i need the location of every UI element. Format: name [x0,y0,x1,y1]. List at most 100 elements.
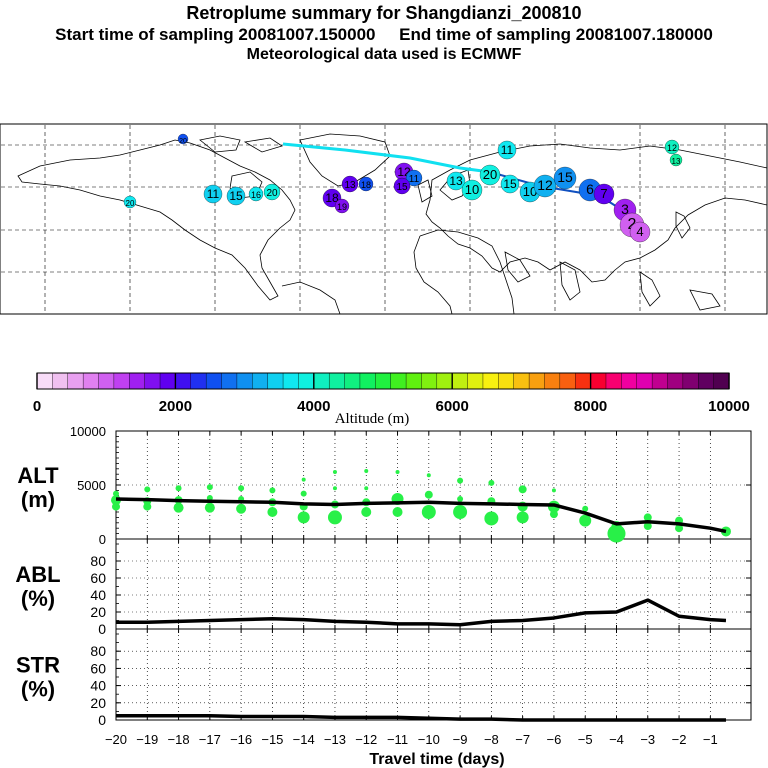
map-frame [0,123,768,315]
panel-title: STR [16,653,60,678]
plume-marker [497,140,517,160]
alt-scatter-point [113,490,119,497]
alt-scatter-point [457,496,464,503]
time-series-panels: 0500010000ALT(m)020406080ABL(%)020406080… [15,424,752,768]
plume-marker-label: 20 [126,199,135,208]
colorbar-swatch [651,372,669,390]
colorbar-swatch [528,372,546,390]
x-tick-label: −18 [168,732,190,747]
colorbar-label: Altitude (m) [335,411,410,427]
y-tick-label: 80 [90,553,106,569]
alt-scatter-point [675,524,684,533]
plume-marker-label: 13 [672,157,681,166]
colorbar-swatch [390,372,407,390]
y-tick-label: 20 [90,604,106,620]
x-tick-label: −10 [418,732,440,747]
met-data-label: Meteorological data used is ECMWF [246,46,522,63]
colorbar-swatch [344,372,361,390]
colorbar-tick-label: 4000 [297,398,330,415]
plume-marker-label: 10 [523,184,537,199]
plume-marker-label: 10 [465,182,479,197]
plume-marker-label: 16 [251,190,261,200]
alt-scatter-point [173,502,184,513]
colorbar-swatch [175,372,192,390]
x-tick-label: −11 [387,732,408,747]
plume-marker [226,186,246,206]
panel-unit: (%) [21,586,55,611]
panel-title: ABL [15,562,60,587]
plume-marker-label: 18 [361,180,371,190]
plume-marker-label: 11 [207,187,220,201]
plume-marker-label: 15 [503,177,517,191]
plume-marker [593,183,615,205]
x-tick-label: −6 [547,732,562,747]
alt-scatter-point [361,507,372,517]
x-tick-label: −15 [261,732,283,747]
alt-scatter-point [300,490,307,497]
colorbar-tick-label: 8000 [574,398,607,415]
plume-marker-label: 18 [325,191,339,205]
alt-mean-line [115,497,727,534]
alt-scatter-point [582,505,589,512]
end-time-label: End time of sampling 20081007.180000 [399,25,713,44]
y-tick-label: 10000 [70,424,106,439]
alt-scatter-point [457,477,464,484]
plume-marker [461,179,483,201]
colorbar-swatch [36,372,53,390]
alt-scatter-point [488,479,495,486]
colorbar-swatch [467,372,484,390]
colorbar-swatch [559,372,576,390]
alt-scatter-point [643,513,652,522]
panel-unit: (%) [21,677,55,702]
colorbar-swatch [159,372,176,390]
plume-marker [629,221,651,243]
coast-south-america [281,281,341,315]
alt-scatter-point [204,502,215,513]
x-tick-label: −7 [515,732,530,747]
colorbar-swatch [282,372,300,390]
alt-scatter-point [144,486,151,493]
x-tick-label: −12 [355,732,377,747]
coast-se-asia [639,271,721,311]
plume-marker [263,183,281,201]
x-tick-label: −2 [672,732,687,747]
x-tick-label: −19 [136,732,158,747]
alt-scatter-point [332,486,337,491]
x-tick-label: −13 [324,732,346,747]
colorbar-swatch [667,372,684,390]
alt-scatter-point [607,524,626,543]
alt-scatter-point [238,485,245,492]
colorbar-swatch [205,372,223,390]
plume-marker [446,171,466,191]
colorbar-swatch [328,372,346,390]
plume-marker-label: 11 [501,143,514,157]
plume-marker-label: 13 [449,174,463,188]
plume-marker [664,139,680,155]
plume-marker-label: 20 [179,138,187,145]
plume-marker [123,195,137,209]
colorbar-swatch [52,372,69,390]
colorbar-swatch [129,372,146,390]
colorbar-swatch [405,372,423,390]
colorbar-swatch [636,372,653,390]
alt-scatter-point [112,502,120,511]
colorbar-swatch [252,372,269,390]
alt-scatter-point [392,507,403,517]
alt-scatter-point [421,505,436,519]
colorbar-swatch [575,372,592,390]
y-tick-label: 0 [98,621,106,637]
coast-eurasia [425,143,768,283]
alt-scatter-point [206,484,213,491]
y-tick-label: 0 [98,712,106,728]
colorbar-swatch [513,372,530,390]
plume-marker-label: 4 [636,224,643,239]
colorbar-swatch [436,372,453,390]
plume-marker-label: 12 [667,143,677,153]
colorbar-swatch [82,372,100,390]
colorbar-tick-label: 6000 [436,398,469,415]
alt-scatter-point [516,511,529,524]
alt-scatter-point [549,510,558,519]
colorbar-swatch [498,372,515,390]
alt-scatter-point [297,511,310,524]
